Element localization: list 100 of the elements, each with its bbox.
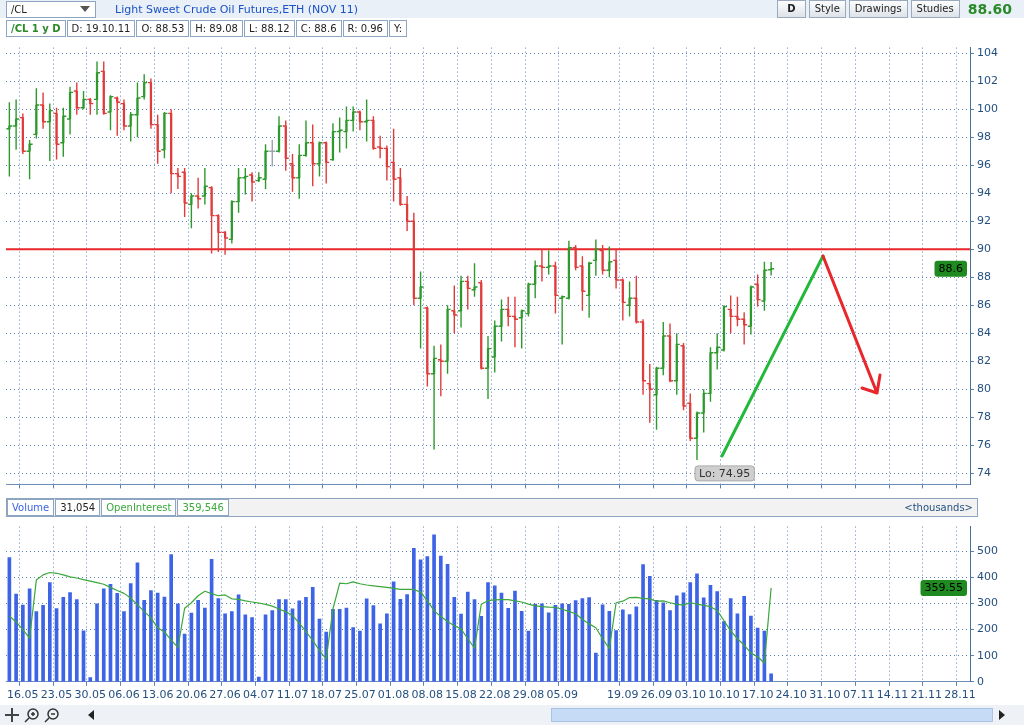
y-tick-label: 300	[977, 596, 998, 610]
y-tick-label: 76	[977, 438, 991, 452]
y-tick-label: 100	[977, 102, 998, 116]
text: Volume	[7, 499, 55, 516]
x-tick-label: 25.07	[344, 688, 376, 702]
bar	[358, 630, 362, 682]
chart-title: Light Sweet Crude Oil Futures,ETH (NOV 11)	[115, 2, 359, 16]
x-tick-label: 28.11	[944, 688, 976, 702]
bar	[722, 621, 726, 682]
x-tick-label: 24.10	[775, 688, 808, 702]
bar	[250, 617, 254, 682]
text: D	[777, 0, 806, 18]
bar	[122, 611, 126, 682]
x-tick-label: 22.08	[478, 688, 511, 702]
y-tick-label: 96	[977, 158, 991, 172]
bar	[155, 592, 160, 682]
x-tick-label: 08.08	[411, 688, 444, 702]
bar	[243, 614, 248, 682]
bar	[128, 583, 133, 682]
bar	[742, 595, 746, 682]
bar	[176, 603, 180, 682]
x-tick-label: 30.05	[74, 688, 107, 702]
bar	[142, 600, 147, 682]
bar	[540, 603, 544, 682]
bar	[385, 613, 389, 682]
bar	[546, 612, 551, 682]
x-tick-label: 20.06	[175, 688, 208, 702]
x-tick-label: 10.10	[708, 688, 740, 702]
bar	[412, 547, 416, 682]
bar	[459, 613, 463, 682]
bar	[688, 582, 693, 682]
bar	[337, 608, 342, 682]
bar	[492, 585, 497, 682]
text: OpenInterest	[101, 499, 177, 516]
text: Studies	[910, 0, 960, 18]
x-tick-label: 26.09	[640, 688, 673, 702]
bar	[169, 554, 173, 682]
bar	[533, 603, 538, 682]
bar	[634, 606, 639, 682]
text: D: 19.10.11	[66, 20, 136, 37]
bar	[519, 611, 524, 682]
y-tick-label: 100	[977, 648, 998, 662]
annotation: Lo: 74.95	[698, 466, 751, 480]
bar	[304, 596, 308, 682]
bar	[769, 673, 773, 682]
bar	[621, 609, 625, 682]
x-tick-label: 23.05	[40, 688, 73, 702]
annotation: 359.55	[924, 580, 964, 594]
bar	[88, 677, 93, 682]
text: 359,546	[177, 499, 229, 516]
bar	[277, 599, 281, 682]
bar	[728, 598, 733, 682]
y-tick-label: 104	[977, 46, 998, 60]
bar	[310, 587, 315, 682]
bar	[661, 602, 666, 682]
text: C: 88.6	[295, 20, 342, 37]
text: Drawings	[848, 0, 908, 18]
bar	[331, 608, 335, 682]
text: Y:	[388, 20, 408, 37]
bar	[47, 582, 52, 682]
y-tick-label: 84	[977, 326, 991, 340]
text: Style	[808, 0, 846, 18]
y-tick-label: 78	[977, 410, 991, 424]
bar	[560, 603, 564, 682]
y-tick-label: 86	[977, 298, 991, 312]
x-tick-label: 11.07	[276, 688, 309, 702]
bar	[351, 627, 356, 682]
x-tick-label: 21.11	[910, 688, 942, 702]
text: R: 0.96	[342, 20, 388, 37]
y-tick-label: 500	[977, 544, 998, 558]
bar	[41, 605, 45, 682]
y-tick-label: 80	[977, 382, 991, 396]
bar	[432, 534, 436, 682]
bar	[438, 555, 443, 682]
text: /CL	[11, 2, 27, 17]
y-tick-label: 88	[977, 270, 991, 284]
x-tick-label: 13.06	[141, 688, 174, 702]
bar	[513, 590, 517, 682]
bar	[614, 630, 618, 682]
bar	[230, 611, 234, 682]
bar	[567, 604, 571, 682]
bar	[641, 564, 645, 682]
bar	[61, 596, 66, 682]
bar	[425, 556, 430, 682]
x-tick-label: 04.07	[243, 688, 275, 702]
x-tick-label: 07.11	[843, 688, 875, 702]
y-tick-label: 82	[977, 354, 991, 368]
bar	[223, 613, 227, 682]
x-tick-label: 05.09	[546, 688, 578, 702]
x-tick-label: 29.08	[512, 688, 545, 702]
bar	[479, 616, 484, 682]
bar	[95, 603, 99, 682]
x-tick-label: 01.08	[377, 688, 410, 702]
x-tick-label: 17.10	[741, 688, 774, 702]
text: 31,054	[55, 499, 101, 516]
bar	[149, 590, 153, 682]
x-tick-label: 15.08	[445, 688, 477, 702]
bar	[668, 610, 672, 682]
y-tick-label: 400	[977, 570, 998, 584]
bar	[270, 610, 275, 682]
